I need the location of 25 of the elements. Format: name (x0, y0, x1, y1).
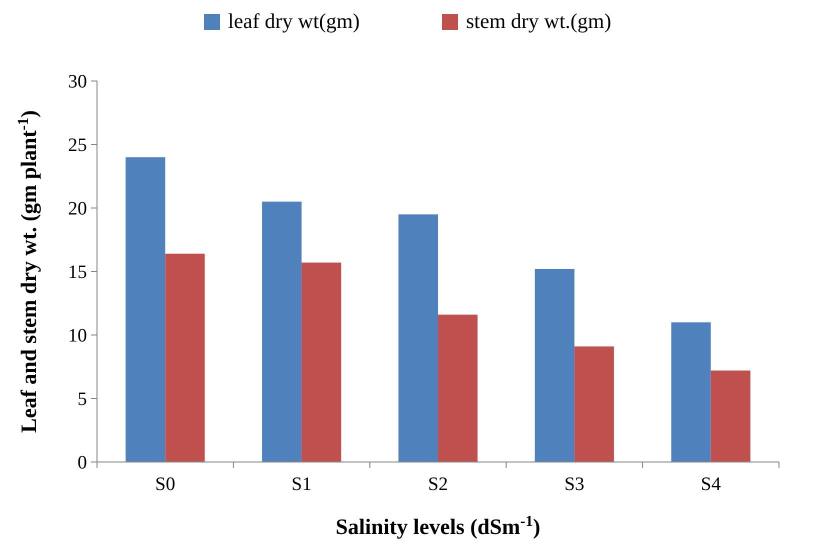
x-tick-label: S2 (428, 474, 448, 495)
bar (398, 214, 438, 462)
legend-label: stem dry wt.(gm) (466, 9, 612, 33)
y-tick-label: 20 (68, 198, 87, 220)
bar (671, 322, 711, 462)
y-tick-label: 5 (78, 389, 87, 410)
x-tick-label: S1 (292, 474, 312, 495)
y-tick-label: 0 (78, 452, 87, 474)
bar (710, 370, 750, 462)
bar (534, 268, 574, 462)
bar (126, 157, 166, 462)
bar (262, 202, 302, 462)
x-tick-label: S4 (700, 474, 722, 495)
y-tick-label: 15 (68, 262, 87, 284)
bar (165, 254, 205, 462)
y-tick-label: 25 (68, 135, 87, 156)
bar (438, 314, 478, 462)
y-tick-label: 30 (68, 72, 87, 93)
y-tick-label: 10 (68, 326, 87, 347)
x-tick-label: S3 (564, 474, 584, 495)
legend-label: leaf dry wt(gm) (228, 9, 360, 33)
x-tick-label: S0 (155, 474, 176, 495)
bar (574, 346, 614, 462)
x-axis-title: Salinity levels (dSm$^{-1}$) (336, 512, 540, 539)
bar (302, 262, 342, 462)
